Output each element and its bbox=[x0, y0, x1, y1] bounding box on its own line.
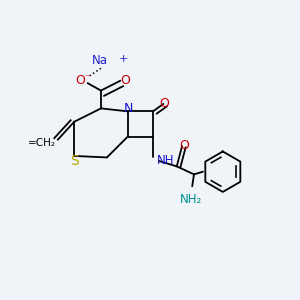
Text: S: S bbox=[70, 154, 79, 168]
Text: N: N bbox=[124, 103, 133, 116]
Text: ⁻: ⁻ bbox=[85, 73, 90, 83]
Text: O: O bbox=[179, 139, 189, 152]
Text: O: O bbox=[75, 74, 85, 87]
Text: Na: Na bbox=[92, 54, 107, 67]
Text: NH₂: NH₂ bbox=[180, 193, 202, 206]
Text: NH: NH bbox=[157, 154, 174, 167]
Text: O: O bbox=[120, 74, 130, 87]
Text: O: O bbox=[159, 97, 169, 110]
Text: +: + bbox=[118, 54, 128, 64]
Text: =CH₂: =CH₂ bbox=[28, 138, 56, 148]
